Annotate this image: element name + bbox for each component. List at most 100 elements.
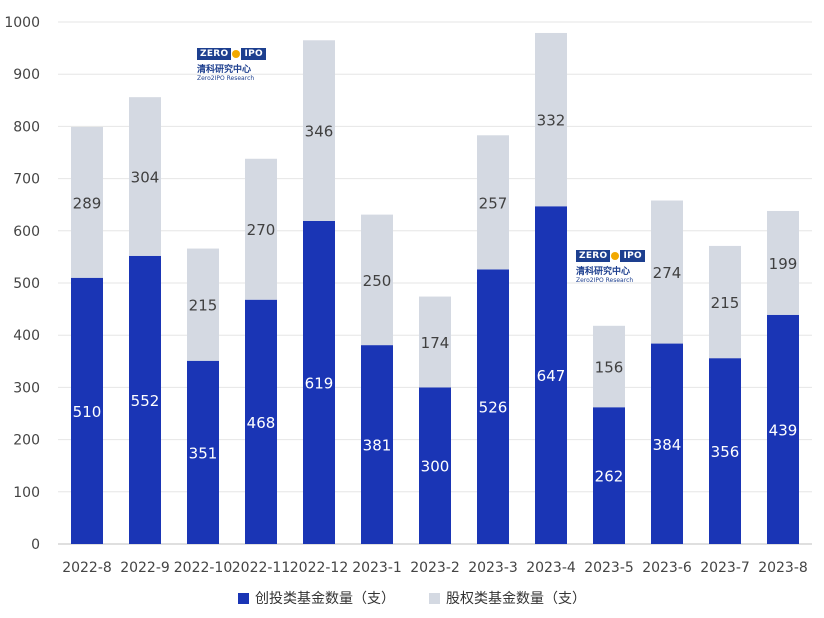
legend-item-vc: 创投类基金数量（支） (238, 588, 395, 608)
data-label-pe: 250 (363, 272, 392, 290)
watermark-dot-icon (232, 50, 241, 58)
x-tick-label: 2022-10 (174, 560, 233, 576)
legend: 创投类基金数量（支） 股权类基金数量（支） (0, 588, 824, 608)
bar-vc (129, 255, 161, 544)
data-label-pe: 156 (595, 359, 624, 377)
data-label-vc: 552 (131, 392, 160, 410)
y-tick-label: 300 (13, 380, 40, 396)
data-label-pe: 215 (189, 297, 218, 315)
data-label-pe: 304 (131, 169, 160, 187)
bar-vc (187, 360, 219, 544)
bar-pe (709, 245, 741, 359)
bar-pe (477, 135, 509, 270)
watermark-logo: ZERO IPO 清科研究中心 Zero2IPO Research (576, 250, 645, 284)
watermark-brand-right: IPO (241, 48, 266, 60)
bar-pe (419, 296, 451, 388)
bar-vc (535, 206, 567, 545)
data-label-pe: 174 (421, 334, 450, 352)
bar-pe (651, 200, 683, 344)
x-tick-label: 2022-12 (290, 560, 349, 576)
x-tick-label: 2022-8 (62, 560, 112, 576)
data-label-vc: 647 (537, 367, 566, 385)
y-tick-label: 400 (13, 328, 40, 344)
data-label-vc: 356 (711, 443, 740, 461)
bar-pe (245, 158, 277, 300)
watermark-dot-icon (611, 252, 620, 260)
bar-vc (651, 343, 683, 544)
bar-vc (71, 277, 103, 544)
data-label-pe: 332 (537, 112, 566, 130)
watermark-en: Zero2IPO Research (197, 75, 255, 82)
data-label-vc: 384 (653, 436, 682, 454)
x-tick-label: 2023-7 (700, 560, 750, 576)
bar-vc (767, 314, 799, 544)
y-tick-label: 500 (13, 276, 40, 292)
data-label-vc: 300 (421, 458, 450, 476)
data-label-vc: 510 (73, 403, 102, 421)
watermark-brand-left: ZERO (576, 250, 611, 262)
bar-vc (419, 387, 451, 544)
x-tick-label: 2023-3 (468, 560, 518, 576)
x-tick-label: 2023-1 (352, 560, 402, 576)
bar-pe (535, 32, 567, 207)
watermark-logo: ZERO IPO 清科研究中心 Zero2IPO Research (197, 48, 266, 82)
watermark-en: Zero2IPO Research (576, 277, 634, 284)
x-tick-label: 2022-9 (120, 560, 170, 576)
data-label-vc: 468 (247, 414, 276, 432)
data-label-pe: 257 (479, 194, 508, 212)
bar-pe (767, 210, 799, 315)
data-label-pe: 199 (769, 255, 798, 273)
data-label-vc: 351 (189, 444, 218, 462)
y-tick-label: 600 (13, 224, 40, 240)
legend-item-pe: 股权类基金数量（支） (429, 588, 586, 608)
data-label-vc: 526 (479, 399, 508, 417)
bars: 510 289 552 304 351 215 468 270 619 346 381 250 300 1… (71, 32, 799, 545)
y-tick-label: 800 (13, 119, 40, 135)
bar-pe (361, 214, 393, 346)
watermark-brand-right: IPO (620, 250, 645, 262)
bar-pe (71, 126, 103, 278)
x-axis: 2022-8 2022-9 2022-10 2022-11 2022-12 2023-1 2… (62, 560, 808, 576)
data-label-vc: 619 (305, 374, 334, 392)
data-label-vc: 439 (769, 421, 798, 439)
data-label-pe: 215 (711, 294, 740, 312)
data-label-pe: 289 (73, 194, 102, 212)
x-tick-label: 2023-8 (758, 560, 808, 576)
legend-swatch-pe (429, 592, 440, 604)
watermark-brand-left: ZERO (197, 48, 232, 60)
data-label-pe: 270 (247, 221, 276, 239)
data-label-pe: 346 (305, 123, 334, 141)
bar-vc (245, 299, 277, 544)
bar-pe (303, 40, 335, 221)
bar-pe (187, 248, 219, 361)
x-tick-label: 2022-11 (232, 560, 291, 576)
bar-vc (593, 407, 625, 544)
y-tick-label: 200 (13, 433, 40, 449)
y-tick-label: 100 (13, 485, 40, 501)
y-tick-label: 0 (31, 537, 40, 553)
data-label-vc: 381 (363, 437, 392, 455)
data-label-vc: 262 (595, 468, 624, 486)
bar-vc (361, 345, 393, 544)
y-tick-label: 900 (13, 67, 40, 83)
bar-vc (303, 220, 335, 544)
x-tick-label: 2023-4 (526, 560, 576, 576)
watermark-logo-mark: ZERO IPO (197, 48, 266, 60)
bar-pe (593, 325, 625, 408)
x-tick-label: 2023-6 (642, 560, 692, 576)
legend-label-vc: 创投类基金数量（支） (255, 591, 395, 607)
legend-swatch-vc (238, 592, 249, 604)
bar-vc (709, 358, 741, 544)
watermark-logo-mark: ZERO IPO (576, 250, 645, 262)
x-tick-label: 2023-5 (584, 560, 634, 576)
x-tick-label: 2023-2 (410, 560, 460, 576)
bar-vc (477, 269, 509, 544)
y-axis: 0 100 200 300 400 500 600 700 800 900 1000 (4, 15, 40, 553)
watermark-cn: 清科研究中心 (576, 267, 631, 277)
data-label-pe: 274 (653, 264, 682, 282)
watermark-cn: 清科研究中心 (197, 65, 252, 75)
bar-pe (129, 97, 161, 256)
y-tick-label: 1000 (4, 15, 40, 31)
legend-label-pe: 股权类基金数量（支） (446, 591, 586, 607)
